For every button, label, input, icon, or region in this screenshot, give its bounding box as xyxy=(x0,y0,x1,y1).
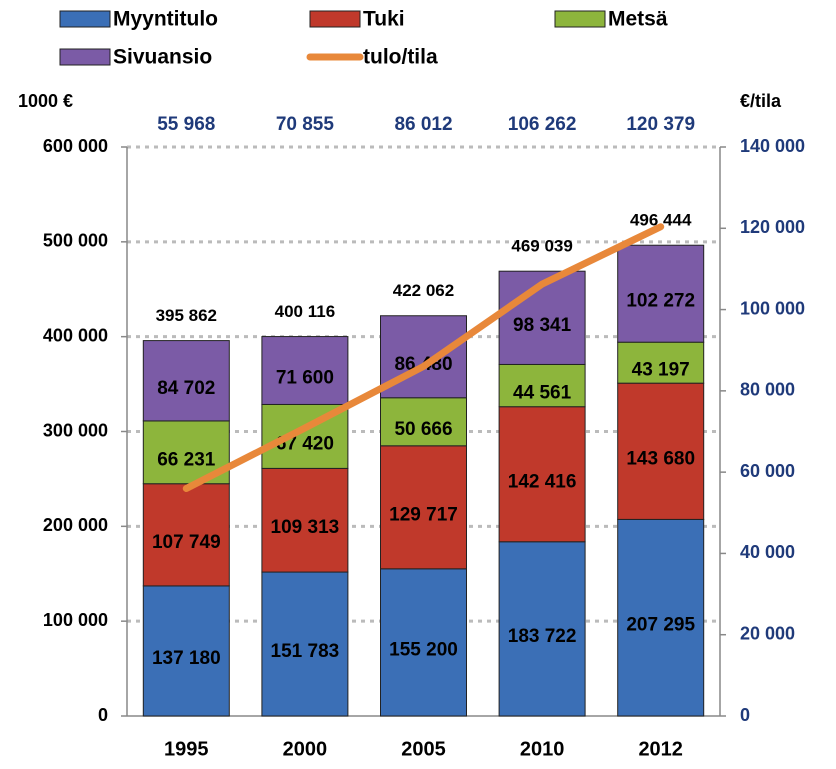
x-tick-label: 2000 xyxy=(283,738,328,760)
line-value-label: 120 379 xyxy=(626,114,695,135)
bar-segment xyxy=(380,568,467,717)
data-label: 98 341 xyxy=(513,315,572,336)
y-tick-label: 0 xyxy=(98,705,108,725)
y2-axis-label: €/tila xyxy=(740,91,782,111)
data-label: 151 783 xyxy=(271,641,340,662)
y2-tick-label: 0 xyxy=(740,705,750,725)
y-tick-label: 600 000 xyxy=(43,136,108,156)
bar-segment xyxy=(617,382,705,520)
data-label: 71 600 xyxy=(276,368,334,389)
y-tick-label: 500 000 xyxy=(43,231,108,251)
legend-swatch xyxy=(59,10,111,28)
bar-segment xyxy=(380,397,467,447)
legend-swatch xyxy=(309,10,361,28)
data-label: 66 231 xyxy=(157,449,216,470)
x-tick-label: 1995 xyxy=(164,738,209,760)
data-label: 155 200 xyxy=(389,639,458,660)
bar-segment xyxy=(261,336,349,405)
y-tick-label: 400 000 xyxy=(43,325,108,345)
legend-swatch xyxy=(59,48,111,66)
legend-label: Sivuansio xyxy=(113,46,212,69)
line-value-label: 55 968 xyxy=(157,114,215,135)
legend-label: Myyntitulo xyxy=(113,8,218,31)
y2-tick-label: 20 000 xyxy=(740,623,795,643)
data-label: 107 749 xyxy=(152,532,221,553)
legend-label: Metsä xyxy=(608,8,668,31)
y2-tick-label: 40 000 xyxy=(740,542,795,562)
data-label: 129 717 xyxy=(389,504,458,525)
bar-segment xyxy=(498,406,586,543)
bar-segment xyxy=(498,363,586,408)
bar-segment xyxy=(261,571,349,717)
x-tick-label: 2005 xyxy=(401,738,446,760)
data-label: 207 295 xyxy=(626,615,695,636)
y2-tick-label: 80 000 xyxy=(740,380,795,400)
y-tick-label: 300 000 xyxy=(43,420,108,440)
y2-tick-label: 100 000 xyxy=(740,298,805,318)
y2-tick-label: 60 000 xyxy=(740,461,795,481)
y2-tick-label: 140 000 xyxy=(740,136,805,156)
bar-segment xyxy=(617,244,705,343)
data-label: 50 666 xyxy=(394,419,452,440)
y2-tick-label: 120 000 xyxy=(740,217,805,237)
x-tick-label: 2012 xyxy=(638,738,683,760)
line-value-label: 106 262 xyxy=(508,114,577,135)
line-value-label: 86 012 xyxy=(394,114,452,135)
y-axis-label: 1000 € xyxy=(18,91,73,111)
data-label: 44 561 xyxy=(513,383,572,404)
data-label: 43 197 xyxy=(632,360,690,381)
bar-segment xyxy=(380,445,467,570)
total-label: 469 039 xyxy=(511,237,572,256)
total-label: 395 862 xyxy=(156,306,217,325)
data-label: 102 272 xyxy=(626,291,695,312)
line xyxy=(182,223,665,493)
legend-label: tulo/tila xyxy=(363,46,438,69)
y-tick-label: 200 000 xyxy=(43,515,108,535)
total-label: 496 444 xyxy=(630,211,692,230)
y-tick-label: 100 000 xyxy=(43,610,108,630)
data-label: 84 702 xyxy=(157,378,215,399)
bar-segment xyxy=(617,518,705,717)
data-label: 137 180 xyxy=(152,648,221,669)
legend-label: Tuki xyxy=(363,8,405,31)
total-label: 400 116 xyxy=(275,302,336,321)
total-label: 422 062 xyxy=(393,281,454,300)
legend-swatch xyxy=(554,10,606,28)
data-label: 143 680 xyxy=(626,448,695,469)
data-label: 183 722 xyxy=(508,626,577,647)
line-value-label: 70 855 xyxy=(276,114,335,135)
x-tick-label: 2010 xyxy=(520,738,565,760)
data-label: 109 313 xyxy=(271,517,340,538)
bar-segment xyxy=(261,467,349,573)
bar-segment xyxy=(498,541,586,717)
data-label: 142 416 xyxy=(508,471,577,492)
bar-segment xyxy=(142,340,230,422)
